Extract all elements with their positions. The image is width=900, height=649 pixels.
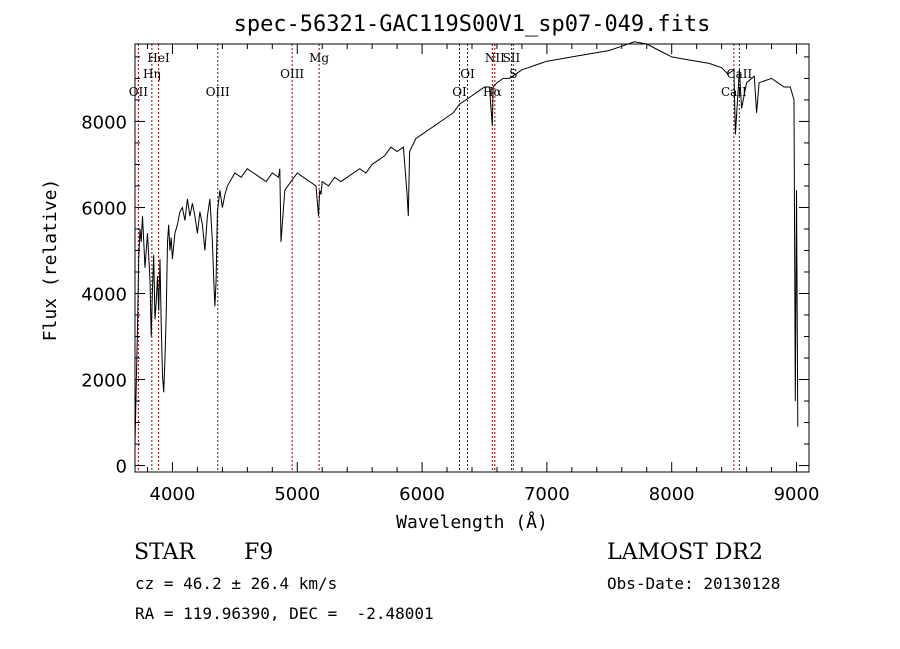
y-tick-label-4: 8000	[81, 112, 127, 133]
object-class: STAR	[134, 540, 195, 565]
emission-line-markers	[137, 44, 740, 472]
coordinates-line: RA = 119.96390, DEC = -2.48001	[135, 604, 434, 623]
plot-frame	[134, 43, 810, 473]
x-tick-label-5: 9000	[774, 484, 820, 505]
line-label-3: OIII	[206, 85, 230, 99]
y-axis-ticks: 0 2000 4000 6000 8000	[81, 56, 809, 478]
x-axis-label: Wavelength (Å)	[396, 511, 548, 533]
line-label-11: Hα	[483, 85, 502, 99]
chart-title: spec-56321-GAC119S00V1_sp07-049.fits	[234, 12, 711, 37]
x-tick-label-2: 6000	[399, 484, 445, 505]
x-tick-label-1: 5000	[274, 484, 320, 505]
y-tick-label-0: 0	[116, 457, 127, 478]
x-axis-ticks: 4000 5000 6000 7000 8000 9000	[146, 44, 820, 505]
line-label-1: HeI	[147, 51, 170, 65]
spectrum-line	[134, 41, 799, 445]
obs-date: Obs-Date: 20130128	[607, 574, 781, 593]
x-tick-label-3: 7000	[524, 484, 570, 505]
line-label-6: OI	[452, 85, 467, 99]
line-label-0: OII	[129, 85, 149, 99]
y-tick-label-1: 2000	[81, 371, 127, 392]
line-label-8: NII	[485, 51, 505, 65]
line-label-7: OI	[460, 67, 475, 81]
line-label-9: SII	[503, 51, 521, 65]
line-label-5: Mg	[309, 51, 329, 65]
line-label-10: S	[509, 67, 517, 81]
y-tick-label-3: 6000	[81, 198, 127, 219]
y-tick-label-2: 4000	[81, 284, 127, 305]
redshift-line: cz = 46.2 ± 26.4 km/s	[135, 574, 338, 593]
y-axis-label: Flux (relative)	[40, 179, 61, 342]
object-subclass: F9	[244, 540, 274, 565]
line-label-4: OIII	[280, 67, 304, 81]
line-label-2: Hη	[143, 67, 161, 81]
x-tick-label-0: 4000	[150, 484, 196, 505]
survey-label: LAMOST DR2	[607, 540, 763, 565]
x-tick-label-4: 8000	[649, 484, 695, 505]
